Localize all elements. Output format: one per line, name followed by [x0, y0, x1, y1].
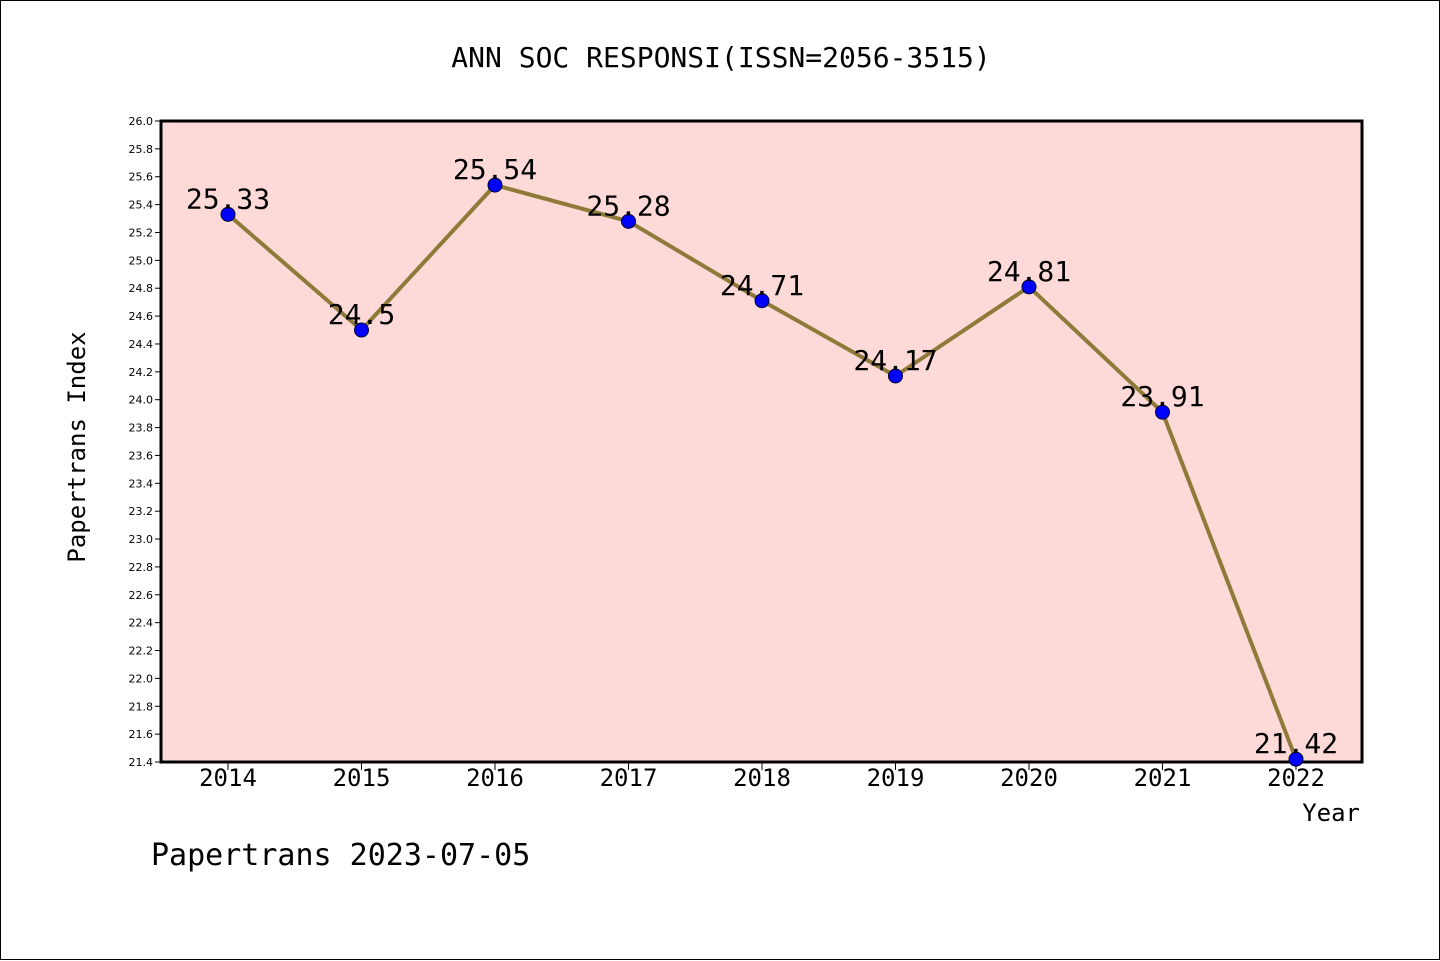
data-label: 25.28 — [586, 189, 670, 222]
data-label: 25.33 — [186, 182, 270, 215]
data-label: 23.91 — [1120, 380, 1204, 413]
series-papertrans-index: 25.33 24.5 25.54 25.28 24.71 24.17 24.81 23.91 2… — [186, 153, 1338, 767]
x-tick-label: 2020 — [1000, 764, 1058, 792]
y-tick-label: 24.6 — [129, 310, 154, 323]
y-tick-label: 25.8 — [129, 143, 154, 156]
data-label: 24.81 — [987, 255, 1071, 288]
y-tick-label: 25.0 — [129, 254, 154, 267]
y-tick-label: 21.8 — [129, 700, 154, 713]
y-tick-label: 21.4 — [129, 756, 154, 769]
x-tick-label: 2021 — [1134, 764, 1192, 792]
y-tick-label: 25.2 — [129, 226, 154, 239]
y-tick-label: 22.2 — [129, 645, 154, 658]
y-tick-label: 22.0 — [129, 672, 154, 685]
data-label: 24.71 — [720, 269, 804, 302]
data-label: 21.42 — [1254, 727, 1338, 760]
y-tick-label: 23.2 — [129, 505, 154, 518]
x-tick-label: 2017 — [600, 764, 658, 792]
data-point — [888, 368, 903, 384]
data-point — [354, 322, 369, 338]
y-tick-label: 24.4 — [129, 338, 154, 351]
x-tick-label: 2022 — [1267, 764, 1325, 792]
x-tick-label: 2015 — [333, 764, 391, 792]
x-tick-label: 2014 — [199, 764, 257, 792]
data-label: 24.17 — [853, 344, 937, 377]
y-tick-label: 23.8 — [129, 422, 154, 435]
y-tick-label: 25.4 — [129, 199, 154, 212]
y-tick-label: 23.4 — [129, 477, 154, 490]
data-point — [1288, 751, 1304, 767]
data-point — [487, 177, 503, 193]
y-tick-label: 26.0 — [129, 115, 154, 128]
y-tick-label: 25.6 — [129, 171, 154, 184]
data-label: 25.54 — [453, 153, 537, 186]
data-point — [1155, 404, 1170, 420]
chart-title: ANN SOC RESPONSI(ISSN=2056-3515) — [451, 41, 990, 74]
plot-area — [159, 119, 1364, 764]
y-tick-label: 24.2 — [129, 366, 154, 379]
x-axis-label: Year — [1302, 799, 1360, 827]
y-tick-label: 21.6 — [129, 728, 154, 741]
y-tick-label: 22.8 — [129, 561, 154, 574]
data-point — [621, 213, 636, 229]
x-tick-label: 2016 — [466, 764, 524, 792]
y-tick-label: 23.6 — [129, 449, 154, 462]
y-tick-label: 22.4 — [129, 617, 154, 630]
x-axis-ticks: 2014 2015 2016 2017 2018 2019 2020 2021 2022 — [199, 762, 1325, 792]
y-tick-label: 23.0 — [129, 533, 154, 546]
y-axis-label: Papertrans Index — [63, 331, 91, 562]
y-tick-label: 24.0 — [129, 394, 154, 407]
data-point — [1021, 279, 1037, 295]
data-point — [754, 293, 770, 309]
data-point — [220, 206, 236, 222]
footer-text: Papertrans 2023-07-05 — [151, 838, 530, 873]
data-label: 24.5 — [328, 298, 395, 331]
y-tick-label: 22.6 — [129, 589, 154, 602]
y-axis-ticks: 21.4 21.6 21.8 22.0 22.2 22.4 22.6 22.8 23.0 23.2… — [129, 115, 161, 769]
x-tick-label: 2018 — [733, 764, 791, 792]
y-tick-label: 24.8 — [129, 282, 154, 295]
x-tick-label: 2019 — [867, 764, 925, 792]
